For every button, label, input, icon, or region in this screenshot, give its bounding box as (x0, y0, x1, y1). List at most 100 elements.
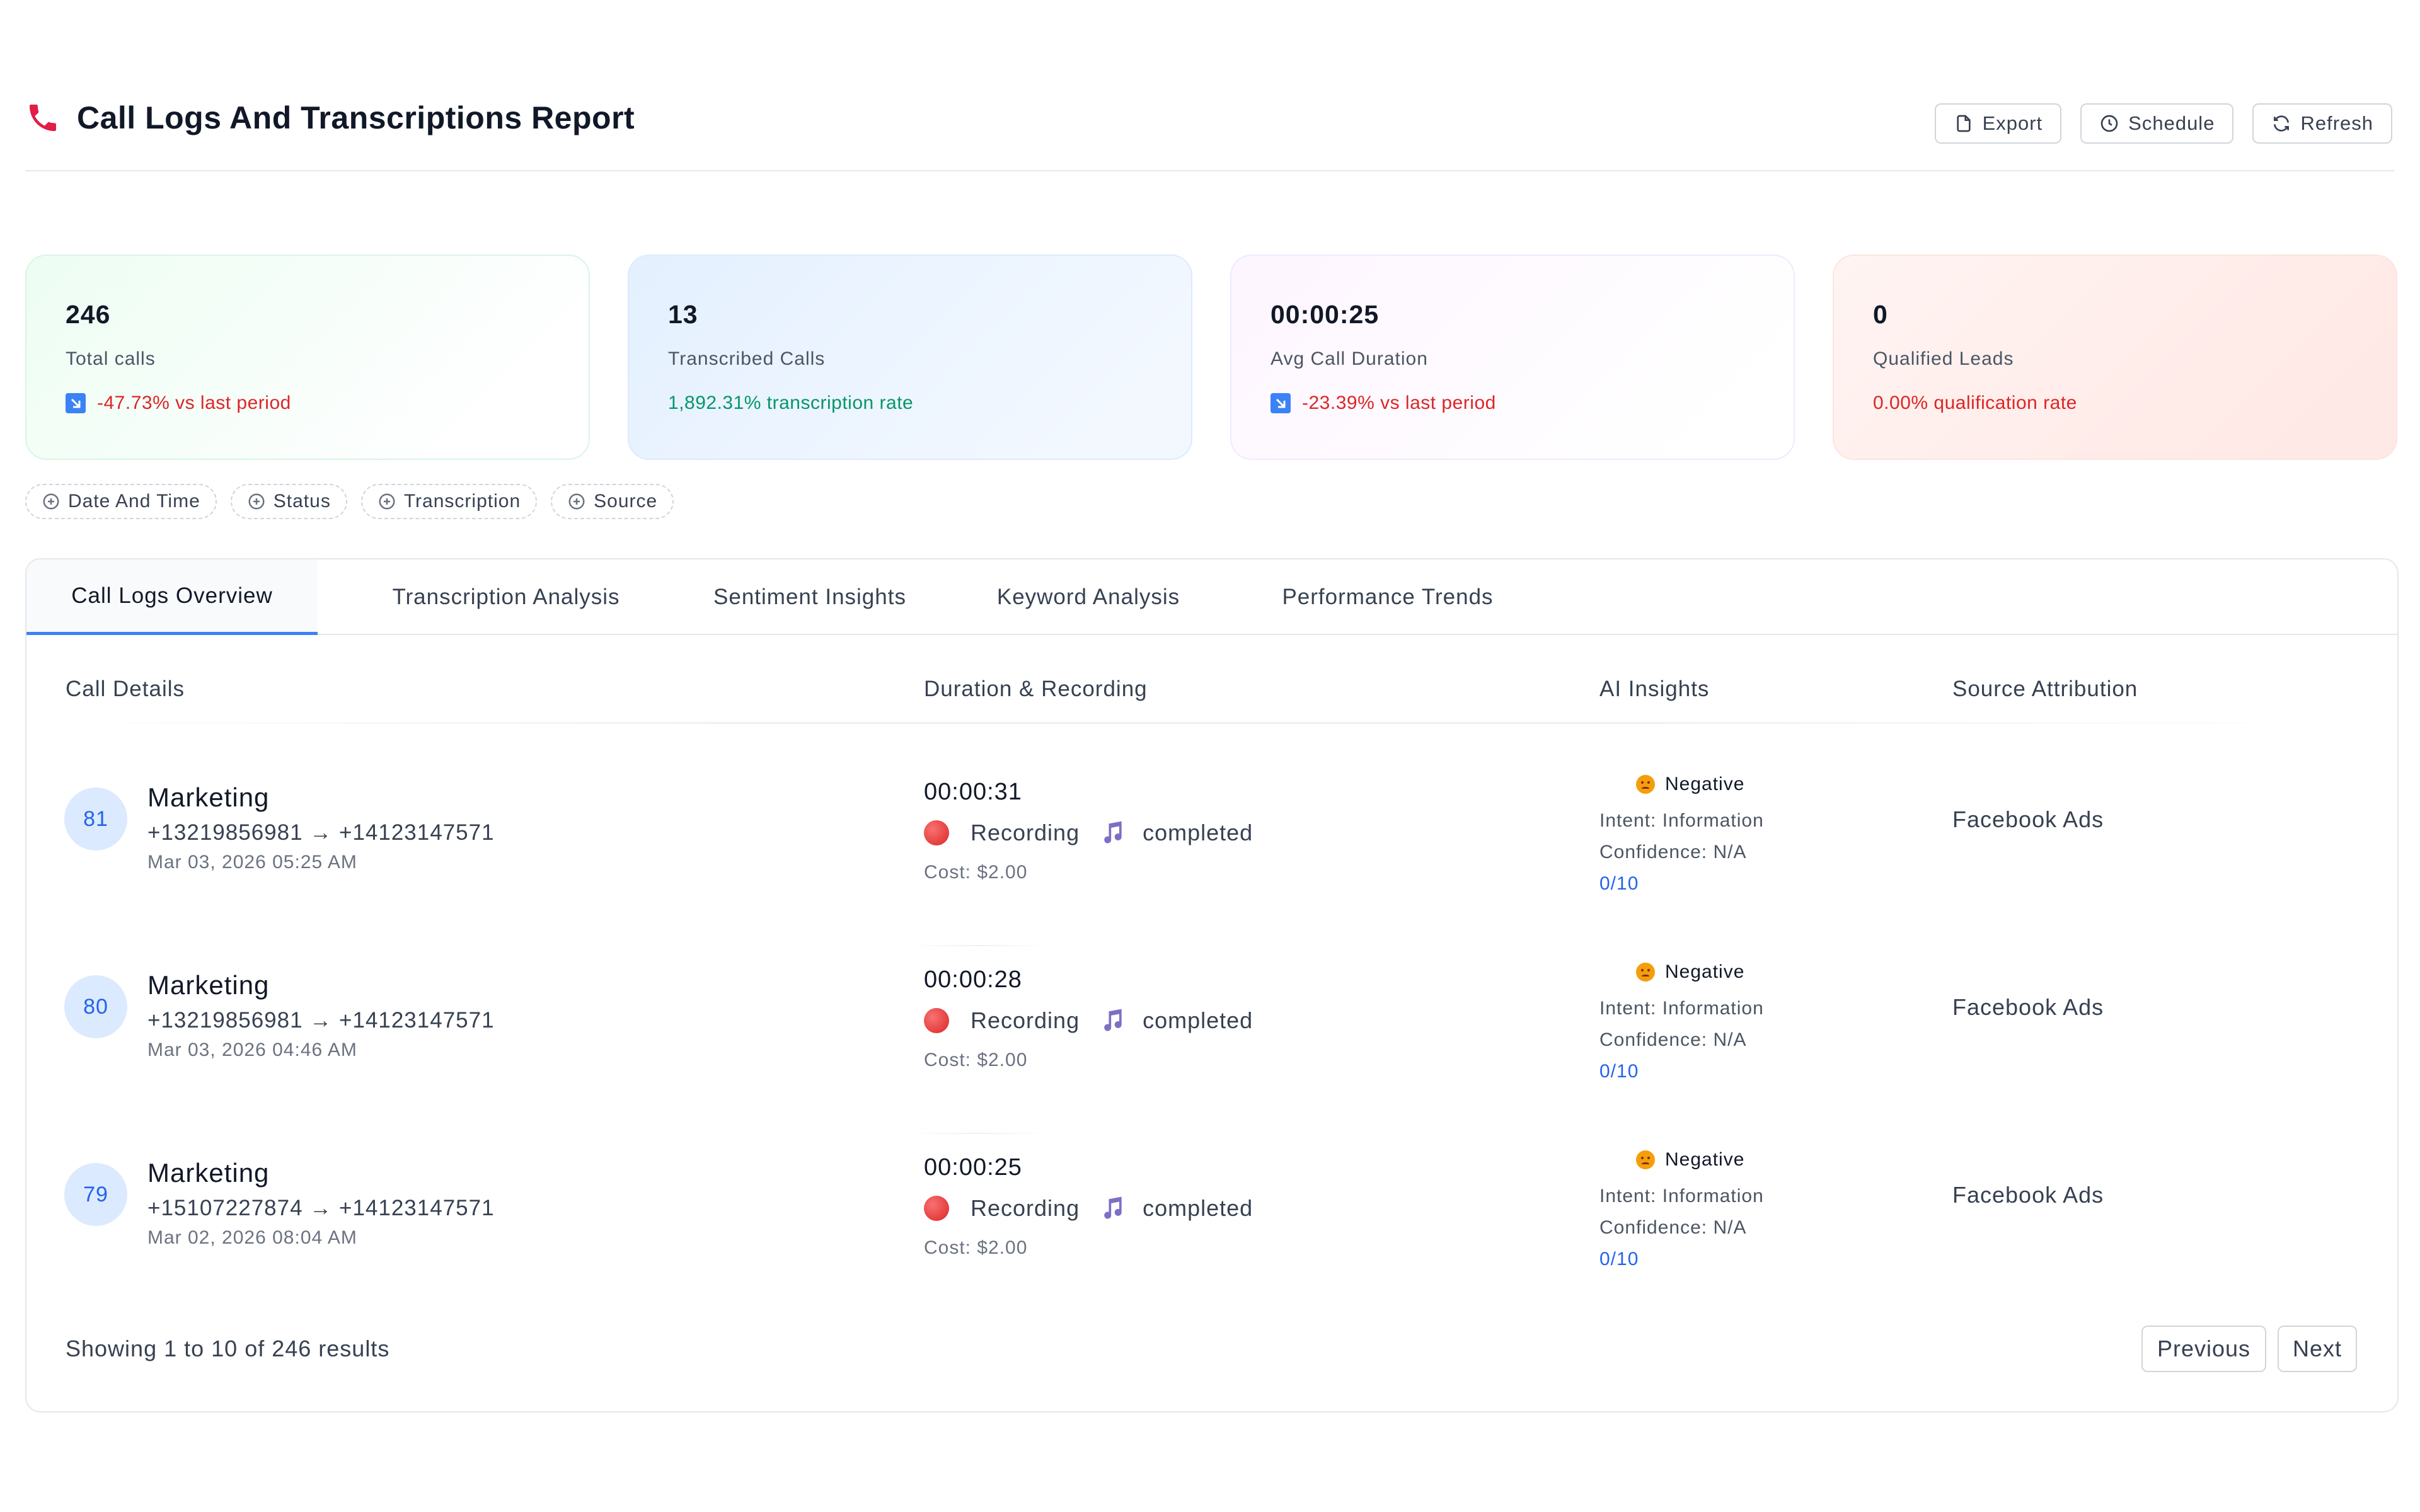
stat-trend-text: 1,892.31% transcription rate (668, 392, 914, 413)
next-page-button[interactable]: Next (2278, 1326, 2357, 1372)
table-row[interactable]: 80 Marketing +13219856981 → +14123147571… (26, 950, 2397, 1138)
stat-card-avg-duration: 00:00:25 Avg Call Duration -23.39% vs la… (1230, 255, 1795, 460)
recording-label[interactable]: Recording (971, 1007, 1080, 1033)
sentiment-label: Negative (1665, 1149, 1745, 1170)
clock-icon (2100, 115, 2118, 132)
intent: Intent: Information (1599, 998, 1764, 1019)
tab-sentiment-insights[interactable]: Sentiment Insights (713, 585, 906, 609)
plus-circle-icon (43, 493, 59, 510)
filter-status[interactable]: Status (230, 484, 347, 519)
call-logs-panel: Call Logs Overview Transcription Analysi… (25, 558, 2399, 1412)
sentiment: Negative (1636, 774, 1744, 795)
column-header-call-details: Call Details (66, 677, 185, 701)
transcription-status: completed (1143, 1195, 1253, 1221)
schedule-button[interactable]: Schedule (2080, 103, 2234, 144)
record-dot-icon (924, 1008, 949, 1033)
plus-circle-icon (379, 493, 395, 510)
music-note-icon (1098, 1194, 1126, 1222)
stat-value: 13 (668, 300, 698, 329)
confidence: Confidence: N/A (1599, 1029, 1747, 1050)
export-button[interactable]: Export (1934, 103, 2062, 144)
refresh-icon (2274, 115, 2290, 132)
filter-label: Transcription (403, 491, 521, 512)
stat-trend-text: -47.73% vs last period (97, 392, 291, 413)
phone-icon (25, 100, 60, 135)
transcription-status: completed (1143, 1007, 1253, 1033)
tab-performance-trends[interactable]: Performance Trends (1282, 585, 1494, 609)
intent: Intent: Information (1599, 810, 1764, 831)
sad-face-icon (1636, 963, 1655, 982)
export-label: Export (1982, 112, 2043, 134)
sentiment-label: Negative (1665, 774, 1745, 794)
trend-down-icon (1270, 393, 1291, 413)
stat-trend-text: 0.00% qualification rate (1873, 392, 2077, 413)
stat-trend: 1,892.31% transcription rate (668, 392, 1152, 414)
call-name: Marketing (147, 1158, 270, 1188)
file-icon (1956, 115, 1971, 132)
stat-label: Qualified Leads (1873, 348, 2014, 369)
tab-keyword-analysis[interactable]: Keyword Analysis (996, 585, 1180, 609)
stat-card-total-calls: 246 Total calls -47.73% vs last period (25, 255, 590, 460)
column-header-duration-recording: Duration & Recording (924, 677, 1148, 701)
filter-date-and-time[interactable]: Date And Time (25, 484, 217, 519)
record-dot-icon (924, 1196, 949, 1221)
music-note-icon (1098, 819, 1126, 847)
filter-label: Status (273, 491, 331, 512)
filter-source[interactable]: Source (551, 484, 674, 519)
title-group: Call Logs And Transcriptions Report (25, 100, 635, 136)
sentiment-label: Negative (1665, 961, 1745, 982)
tab-bar: Call Logs Overview Transcription Analysi… (26, 559, 2397, 635)
call-cost: Cost: $2.00 (924, 862, 1028, 883)
source-attribution: Facebook Ads (1952, 994, 2104, 1020)
confidence: Confidence: N/A (1599, 1217, 1747, 1238)
source-attribution: Facebook Ads (1952, 1182, 2104, 1208)
tab-transcription-analysis[interactable]: Transcription Analysis (392, 585, 620, 609)
call-name: Marketing (147, 782, 270, 812)
previous-page-button[interactable]: Previous (2141, 1326, 2266, 1372)
avatar: 81 (64, 788, 127, 850)
table-row[interactable]: 81 Marketing +13219856981 → +14123147571… (26, 762, 2397, 950)
sentiment: Negative (1636, 1149, 1744, 1171)
recording-label[interactable]: Recording (971, 1195, 1080, 1221)
call-numbers: +13219856981 → +14123147571 (147, 1008, 495, 1033)
recording-status: Recording completed (924, 1007, 1253, 1034)
filter-label: Source (594, 491, 658, 512)
row-divider (909, 1133, 1047, 1134)
page-title: Call Logs And Transcriptions Report (77, 100, 635, 135)
refresh-label: Refresh (2300, 112, 2373, 134)
avatar: 80 (64, 975, 127, 1038)
intent: Intent: Information (1599, 1186, 1764, 1206)
filter-transcription[interactable]: Transcription (360, 484, 538, 519)
stat-trend: -47.73% vs last period (66, 392, 550, 414)
stat-value: 00:00:25 (1270, 300, 1380, 329)
stat-trend: 0.00% qualification rate (1873, 392, 2357, 414)
source-attribution: Facebook Ads (1952, 806, 2104, 832)
results-summary: Showing 1 to 10 of 246 results (66, 1336, 390, 1361)
music-note-icon (1098, 1007, 1126, 1034)
refresh-button[interactable]: Refresh (2252, 103, 2392, 144)
call-date: Mar 03, 2026 05:25 AM (147, 852, 357, 873)
lead-score: 0/10 (1599, 873, 1639, 894)
pagination: Previous Next (2141, 1326, 2357, 1372)
filter-label: Date And Time (68, 491, 200, 512)
tab-call-logs-overview[interactable]: Call Logs Overview (26, 559, 318, 635)
call-duration: 00:00:25 (924, 1154, 1022, 1181)
call-date: Mar 03, 2026 04:46 AM (147, 1040, 357, 1060)
call-duration: 00:00:31 (924, 779, 1022, 805)
stat-value: 0 (1873, 300, 1888, 329)
sad-face-icon (1636, 1150, 1655, 1169)
row-divider (909, 945, 1047, 946)
lead-score: 0/10 (1599, 1061, 1639, 1082)
filter-bar: Date And Time Status Transcription Sourc… (25, 484, 674, 519)
transcription-status: completed (1143, 820, 1253, 845)
column-header-source-attribution: Source Attribution (1952, 677, 2138, 701)
recording-status: Recording completed (924, 819, 1253, 847)
sad-face-icon (1636, 775, 1655, 794)
call-numbers: +15107227874 → +14123147571 (147, 1196, 495, 1220)
plus-circle-icon (568, 493, 585, 510)
recording-label[interactable]: Recording (971, 820, 1080, 845)
schedule-label: Schedule (2128, 112, 2215, 134)
stat-cards: 246 Total calls -47.73% vs last period 1… (25, 255, 2397, 460)
table-row[interactable]: 79 Marketing +15107227874 → +14123147571… (26, 1138, 2397, 1326)
